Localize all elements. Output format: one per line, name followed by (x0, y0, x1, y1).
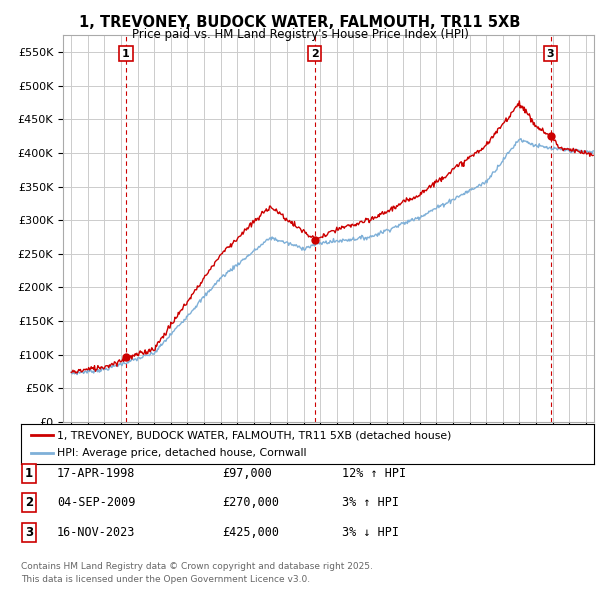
Text: Price paid vs. HM Land Registry's House Price Index (HPI): Price paid vs. HM Land Registry's House … (131, 28, 469, 41)
Text: 17-APR-1998: 17-APR-1998 (57, 467, 136, 480)
Text: 04-SEP-2009: 04-SEP-2009 (57, 496, 136, 509)
Text: 3% ↑ HPI: 3% ↑ HPI (342, 496, 399, 509)
Text: 3: 3 (25, 526, 33, 539)
Text: HPI: Average price, detached house, Cornwall: HPI: Average price, detached house, Corn… (57, 448, 307, 458)
Text: 3: 3 (547, 48, 554, 58)
Text: This data is licensed under the Open Government Licence v3.0.: This data is licensed under the Open Gov… (21, 575, 310, 584)
Text: 2: 2 (25, 496, 33, 509)
Text: £97,000: £97,000 (222, 467, 272, 480)
Text: 1: 1 (122, 48, 130, 58)
Text: 12% ↑ HPI: 12% ↑ HPI (342, 467, 406, 480)
Text: 3% ↓ HPI: 3% ↓ HPI (342, 526, 399, 539)
Text: 1, TREVONEY, BUDOCK WATER, FALMOUTH, TR11 5XB (detached house): 1, TREVONEY, BUDOCK WATER, FALMOUTH, TR1… (57, 430, 451, 440)
Text: £425,000: £425,000 (222, 526, 279, 539)
Text: Contains HM Land Registry data © Crown copyright and database right 2025.: Contains HM Land Registry data © Crown c… (21, 562, 373, 571)
Text: 16-NOV-2023: 16-NOV-2023 (57, 526, 136, 539)
Text: 1: 1 (25, 467, 33, 480)
Text: 2: 2 (311, 48, 319, 58)
Text: £270,000: £270,000 (222, 496, 279, 509)
Text: 1, TREVONEY, BUDOCK WATER, FALMOUTH, TR11 5XB: 1, TREVONEY, BUDOCK WATER, FALMOUTH, TR1… (79, 15, 521, 30)
